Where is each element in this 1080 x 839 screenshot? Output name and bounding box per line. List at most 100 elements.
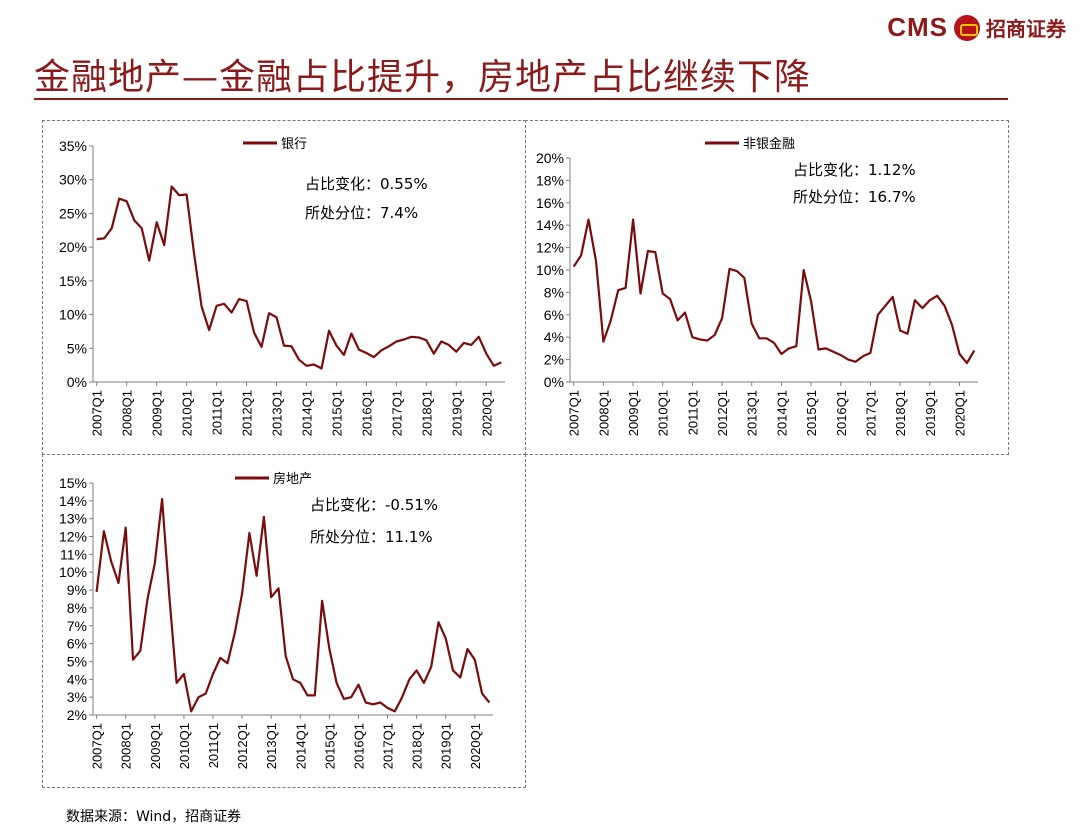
y-tick-label: 16% (536, 195, 564, 211)
x-tick-label: 2007Q1 (90, 723, 105, 769)
y-tick-label: 2% (544, 352, 564, 368)
y-tick-label: 7% (67, 618, 87, 634)
source-note: 数据来源：Wind，招商证券 (66, 809, 242, 825)
x-tick-label: 2016Q1 (351, 723, 366, 769)
panel-real-estate: 2% 3% 4% 5% 6% 7% 8% 9% 10% 11% 12% 13% 14% 15% 2007Q1… (42, 454, 526, 788)
x-tick-label: 2008Q1 (596, 390, 611, 436)
y-tick-label: 10% (59, 564, 87, 580)
x-tick-label: 2018Q1 (410, 723, 425, 769)
annotation: 所处分位：7.4% (305, 204, 418, 222)
x-tick-label: 2009Q1 (626, 390, 641, 436)
x-tick-label: 2016Q1 (834, 390, 849, 436)
x-tick-label: 2020Q1 (468, 723, 483, 769)
x-tick-label: 2013Q1 (745, 390, 760, 436)
x-tick-label: 2014Q1 (293, 723, 308, 769)
x-tick-label: 2017Q1 (381, 723, 396, 769)
x-tick-label: 2015Q1 (804, 390, 819, 436)
series-line (572, 218, 976, 365)
x-tick-label: 2015Q1 (329, 390, 344, 436)
series-line (95, 497, 491, 713)
chart-banks: 0% 5% 10% 15% 20% 25% 30% 35% 2007Q1 2008Q1 2009Q1… (59, 137, 505, 436)
annotation: 占比变化：0.55% (305, 175, 428, 193)
x-tick-label: 2007Q1 (567, 390, 582, 436)
x-tick-label: 2008Q1 (119, 723, 134, 769)
x-tick-label: 2013Q1 (264, 723, 279, 769)
x-tick-label: 2012Q1 (235, 723, 250, 769)
y-tick-label: 8% (67, 600, 87, 616)
y-tick-label: 25% (59, 205, 87, 221)
panel-nonbank-financials: 0% 2% 4% 6% 8% 10% 12% 14% 16% 18% 20% 2007Q1 2008Q1… (525, 120, 1009, 455)
y-tick-label: 14% (59, 493, 87, 509)
y-tick-label: 6% (544, 307, 564, 323)
y-tick-label: 13% (59, 511, 87, 527)
y-tick-label: 30% (59, 172, 87, 188)
y-tick-label: 10% (59, 307, 87, 323)
x-tick-label: 2009Q1 (150, 390, 165, 436)
x-tick-label: 2014Q1 (774, 390, 789, 436)
x-tick-label: 2019Q1 (923, 390, 938, 436)
x-tick-label: 2018Q1 (893, 390, 908, 436)
x-tick-label: 2015Q1 (322, 723, 337, 769)
x-tick-label: 2018Q1 (419, 390, 434, 436)
y-tick-label: 15% (59, 273, 87, 289)
x-tick-label: 2010Q1 (656, 390, 671, 436)
x-tick-label: 2014Q1 (299, 390, 314, 436)
y-tick-label: 6% (67, 636, 87, 652)
y-tick-label: 5% (67, 653, 87, 669)
y-tick-label: 12% (59, 529, 87, 545)
y-tick-label: 5% (67, 340, 87, 356)
x-tick-label: 2008Q1 (120, 390, 135, 436)
x-tick-label: 2011Q1 (210, 390, 225, 435)
y-tick-label: 18% (536, 172, 564, 188)
brand: CMS 招商证券 (887, 12, 1066, 43)
y-tick-label: 20% (59, 239, 87, 255)
annotation: 占比变化：-0.51% (310, 496, 438, 514)
title-divider (34, 98, 1008, 100)
x-tick-label: 2013Q1 (270, 390, 285, 436)
legend-label: 银行 (281, 137, 307, 152)
x-tick-label: 2009Q1 (148, 723, 163, 769)
y-tick-label: 15% (59, 475, 87, 491)
y-tick-label: 0% (67, 374, 87, 390)
annotation: 所处分位：16.7% (793, 188, 916, 206)
annotation: 占比变化：1.12% (793, 161, 916, 179)
x-tick-label: 2011Q1 (685, 390, 700, 435)
x-tick-label: 2020Q1 (479, 390, 494, 436)
x-tick-label: 2011Q1 (206, 723, 221, 768)
x-tick-label: 2017Q1 (863, 390, 878, 436)
y-tick-label: 8% (544, 284, 564, 300)
x-tick-label: 2012Q1 (240, 390, 255, 436)
y-tick-label: 2% (67, 707, 87, 723)
y-tick-label: 35% (59, 138, 87, 154)
x-tick-label: 2019Q1 (449, 390, 464, 436)
y-tick-label: 20% (536, 150, 564, 166)
annotation: 所处分位：11.1% (310, 528, 433, 546)
page-title: 金融地产—金融占比提升，房地产占比继续下降 (34, 57, 812, 98)
brand-logo-text: CMS (887, 12, 948, 42)
y-tick-label: 10% (536, 262, 564, 278)
brand-logo-icon (954, 14, 980, 41)
y-tick-label: 4% (544, 329, 564, 345)
series-line (96, 185, 502, 370)
y-tick-label: 9% (67, 582, 87, 598)
y-tick-label: 0% (544, 374, 564, 390)
y-tick-label: 14% (536, 217, 564, 233)
chart-nonbank-financials: 0% 2% 4% 6% 8% 10% 12% 14% 16% 18% 20% 2007Q1 2008Q1… (536, 136, 978, 436)
x-tick-label: 2020Q1 (952, 390, 967, 436)
x-tick-label: 2010Q1 (177, 723, 192, 769)
legend-label: 非银金融 (743, 136, 795, 152)
chart-real-estate: 2% 3% 4% 5%6% 7% 8% 9% 10% 11%12% 13% 14% 15% 2007Q1… (59, 471, 493, 769)
x-tick-label: 2010Q1 (180, 390, 195, 436)
legend-label: 房地产 (273, 471, 312, 487)
x-tick-label: 2017Q1 (389, 390, 404, 436)
panel-banks: 0% 5% 10% 15% 20% 25% 30% 35% 2007Q1 2008Q1 2009Q1… (42, 120, 526, 455)
x-tick-label: 2016Q1 (359, 390, 374, 436)
y-tick-label: 4% (67, 671, 87, 687)
y-tick-label: 12% (536, 240, 564, 256)
y-tick-label: 11% (60, 546, 87, 562)
y-tick-label: 3% (67, 689, 87, 705)
x-tick-label: 2012Q1 (715, 390, 730, 436)
brand-name: 招商证券 (986, 17, 1066, 41)
x-tick-label: 2019Q1 (439, 723, 454, 769)
x-tick-label: 2007Q1 (90, 390, 105, 436)
